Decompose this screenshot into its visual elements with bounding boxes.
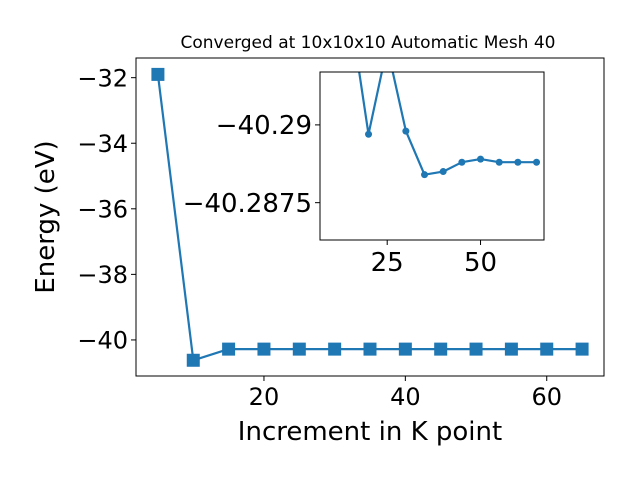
inset-y-tick-label: −40.2875 [183, 189, 312, 219]
inset-x-tick-label: 50 [464, 248, 497, 278]
inset-background [320, 72, 544, 240]
main-y-tick-label: −36 [77, 195, 128, 223]
main-plot-area: 20 40 60 −32 −34 −36 −38 −40 [77, 57, 605, 411]
inset-x-tick-label: 25 [371, 248, 404, 278]
inset-data-point [439, 168, 447, 176]
main-x-tick-label: 60 [531, 383, 562, 411]
inset-data-point [402, 127, 410, 135]
inset-data-point [458, 158, 466, 166]
main-y-tick-label: −38 [77, 261, 128, 289]
main-data-point [328, 342, 342, 356]
main-data-point [186, 353, 200, 367]
main-data-point [575, 342, 589, 356]
main-data-point [398, 342, 412, 356]
main-data-point [434, 342, 448, 356]
inset-data-point [533, 158, 541, 166]
chart-title: Converged at 10x10x10 Automatic Mesh 40 [181, 33, 556, 53]
main-data-point [540, 342, 554, 356]
main-x-tick-label: 20 [249, 383, 280, 411]
inset-data-point [365, 130, 373, 138]
inset-data-point [495, 158, 503, 166]
inset-data-point [421, 171, 429, 179]
main-data-point [469, 342, 483, 356]
main-data-point [257, 342, 271, 356]
x-axis-label: Increment in K point [238, 417, 502, 447]
main-y-tick-label: −34 [77, 130, 128, 158]
main-y-tick-label: −40 [77, 327, 128, 355]
inset-data-point [477, 155, 485, 163]
main-data-point [292, 342, 306, 356]
inset-y-tick-label: −40.29 [216, 111, 312, 141]
inset-data-point [346, 6, 353, 13]
main-data-point [504, 342, 518, 356]
y-axis-label: Energy (eV) [31, 140, 61, 293]
main-y-tick-label: −32 [77, 64, 128, 92]
main-axes-frame [135, 57, 605, 377]
main-data-point [222, 342, 236, 356]
main-data-point [363, 342, 377, 356]
inset-plot-area: 25 50 −40.29 −40.2875 [183, 6, 545, 278]
main-x-tick-label: 40 [390, 383, 421, 411]
inset-data-point [514, 158, 522, 166]
inset-axes-frame [319, 71, 545, 241]
main-data-point [151, 67, 165, 81]
